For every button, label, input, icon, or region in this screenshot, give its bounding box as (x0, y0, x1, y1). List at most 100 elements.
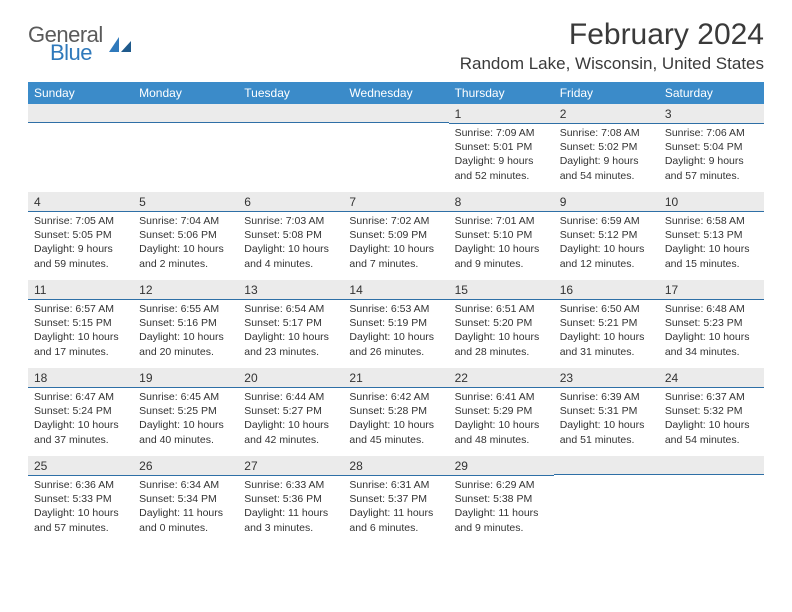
sunset: Sunset: 5:29 PM (455, 404, 548, 418)
sunset: Sunset: 5:38 PM (455, 492, 548, 506)
sunrise: Sunrise: 6:36 AM (34, 478, 127, 492)
weekday-friday: Friday (554, 82, 659, 104)
sunrise: Sunrise: 6:45 AM (139, 390, 232, 404)
sunrise: Sunrise: 7:03 AM (244, 214, 337, 228)
day-cell: 11Sunrise: 6:57 AMSunset: 5:15 PMDayligh… (28, 280, 133, 368)
sunrise: Sunrise: 6:55 AM (139, 302, 232, 316)
day-number: 18 (28, 368, 133, 388)
day-number: 20 (238, 368, 343, 388)
day-cell: 5Sunrise: 7:04 AMSunset: 5:06 PMDaylight… (133, 192, 238, 280)
day-cell: 28Sunrise: 6:31 AMSunset: 5:37 PMDayligh… (343, 456, 448, 544)
day-body (133, 123, 238, 129)
day-body: Sunrise: 6:59 AMSunset: 5:12 PMDaylight:… (554, 212, 659, 275)
daylight: Daylight: 10 hours and 9 minutes. (455, 242, 548, 270)
weekday-monday: Monday (133, 82, 238, 104)
day-body: Sunrise: 7:08 AMSunset: 5:02 PMDaylight:… (554, 124, 659, 187)
day-cell: 16Sunrise: 6:50 AMSunset: 5:21 PMDayligh… (554, 280, 659, 368)
sunset: Sunset: 5:08 PM (244, 228, 337, 242)
day-body: Sunrise: 6:45 AMSunset: 5:25 PMDaylight:… (133, 388, 238, 451)
brand-logo: General Blue (28, 24, 133, 64)
day-body: Sunrise: 6:36 AMSunset: 5:33 PMDaylight:… (28, 476, 133, 539)
sunset: Sunset: 5:28 PM (349, 404, 442, 418)
daylight: Daylight: 10 hours and 4 minutes. (244, 242, 337, 270)
daylight: Daylight: 10 hours and 37 minutes. (34, 418, 127, 446)
day-number: 15 (449, 280, 554, 300)
sunrise: Sunrise: 6:47 AM (34, 390, 127, 404)
location: Random Lake, Wisconsin, United States (460, 54, 764, 74)
sunrise: Sunrise: 7:06 AM (665, 126, 758, 140)
sunset: Sunset: 5:32 PM (665, 404, 758, 418)
day-number (133, 104, 238, 123)
sunset: Sunset: 5:13 PM (665, 228, 758, 242)
day-number: 12 (133, 280, 238, 300)
weekday-wednesday: Wednesday (343, 82, 448, 104)
day-number: 4 (28, 192, 133, 212)
day-body (343, 123, 448, 129)
sunset: Sunset: 5:31 PM (560, 404, 653, 418)
daylight: Daylight: 9 hours and 57 minutes. (665, 154, 758, 182)
month-title: February 2024 (460, 18, 764, 52)
day-cell: 22Sunrise: 6:41 AMSunset: 5:29 PMDayligh… (449, 368, 554, 456)
day-number: 9 (554, 192, 659, 212)
day-cell: 4Sunrise: 7:05 AMSunset: 5:05 PMDaylight… (28, 192, 133, 280)
weeks-container: 1Sunrise: 7:09 AMSunset: 5:01 PMDaylight… (28, 104, 764, 544)
sunset: Sunset: 5:27 PM (244, 404, 337, 418)
day-body: Sunrise: 7:02 AMSunset: 5:09 PMDaylight:… (343, 212, 448, 275)
sunset: Sunset: 5:25 PM (139, 404, 232, 418)
day-number: 5 (133, 192, 238, 212)
day-body: Sunrise: 6:53 AMSunset: 5:19 PMDaylight:… (343, 300, 448, 363)
sunset: Sunset: 5:04 PM (665, 140, 758, 154)
day-body: Sunrise: 7:09 AMSunset: 5:01 PMDaylight:… (449, 124, 554, 187)
day-cell: 7Sunrise: 7:02 AMSunset: 5:09 PMDaylight… (343, 192, 448, 280)
daylight: Daylight: 10 hours and 7 minutes. (349, 242, 442, 270)
day-cell: 27Sunrise: 6:33 AMSunset: 5:36 PMDayligh… (238, 456, 343, 544)
daylight: Daylight: 10 hours and 23 minutes. (244, 330, 337, 358)
day-cell: 6Sunrise: 7:03 AMSunset: 5:08 PMDaylight… (238, 192, 343, 280)
daylight: Daylight: 9 hours and 52 minutes. (455, 154, 548, 182)
week-row: 18Sunrise: 6:47 AMSunset: 5:24 PMDayligh… (28, 368, 764, 456)
day-number: 22 (449, 368, 554, 388)
daylight: Daylight: 9 hours and 59 minutes. (34, 242, 127, 270)
sunset: Sunset: 5:21 PM (560, 316, 653, 330)
day-body: Sunrise: 7:05 AMSunset: 5:05 PMDaylight:… (28, 212, 133, 275)
day-body: Sunrise: 6:57 AMSunset: 5:15 PMDaylight:… (28, 300, 133, 363)
sunset: Sunset: 5:12 PM (560, 228, 653, 242)
day-number: 19 (133, 368, 238, 388)
day-body: Sunrise: 7:01 AMSunset: 5:10 PMDaylight:… (449, 212, 554, 275)
day-body: Sunrise: 6:41 AMSunset: 5:29 PMDaylight:… (449, 388, 554, 451)
day-number (343, 104, 448, 123)
header: General Blue February 2024 Random Lake, … (28, 18, 764, 74)
daylight: Daylight: 10 hours and 26 minutes. (349, 330, 442, 358)
sunset: Sunset: 5:24 PM (34, 404, 127, 418)
sunrise: Sunrise: 7:01 AM (455, 214, 548, 228)
day-number: 11 (28, 280, 133, 300)
daylight: Daylight: 11 hours and 9 minutes. (455, 506, 548, 534)
daylight: Daylight: 10 hours and 51 minutes. (560, 418, 653, 446)
day-body: Sunrise: 6:54 AMSunset: 5:17 PMDaylight:… (238, 300, 343, 363)
daylight: Daylight: 10 hours and 54 minutes. (665, 418, 758, 446)
sunrise: Sunrise: 6:42 AM (349, 390, 442, 404)
day-body: Sunrise: 6:51 AMSunset: 5:20 PMDaylight:… (449, 300, 554, 363)
day-number: 24 (659, 368, 764, 388)
day-cell: 12Sunrise: 6:55 AMSunset: 5:16 PMDayligh… (133, 280, 238, 368)
day-cell: 15Sunrise: 6:51 AMSunset: 5:20 PMDayligh… (449, 280, 554, 368)
day-body: Sunrise: 7:04 AMSunset: 5:06 PMDaylight:… (133, 212, 238, 275)
sunrise: Sunrise: 6:57 AM (34, 302, 127, 316)
empty-cell (238, 104, 343, 192)
day-number (238, 104, 343, 123)
day-number: 17 (659, 280, 764, 300)
sunset: Sunset: 5:20 PM (455, 316, 548, 330)
sunset: Sunset: 5:16 PM (139, 316, 232, 330)
day-number: 14 (343, 280, 448, 300)
sunrise: Sunrise: 6:29 AM (455, 478, 548, 492)
empty-cell (133, 104, 238, 192)
day-body (554, 475, 659, 481)
daylight: Daylight: 10 hours and 42 minutes. (244, 418, 337, 446)
day-cell: 23Sunrise: 6:39 AMSunset: 5:31 PMDayligh… (554, 368, 659, 456)
day-body (28, 123, 133, 129)
day-cell: 2Sunrise: 7:08 AMSunset: 5:02 PMDaylight… (554, 104, 659, 192)
day-body (238, 123, 343, 129)
sunset: Sunset: 5:09 PM (349, 228, 442, 242)
weekday-thursday: Thursday (449, 82, 554, 104)
day-number (28, 104, 133, 123)
